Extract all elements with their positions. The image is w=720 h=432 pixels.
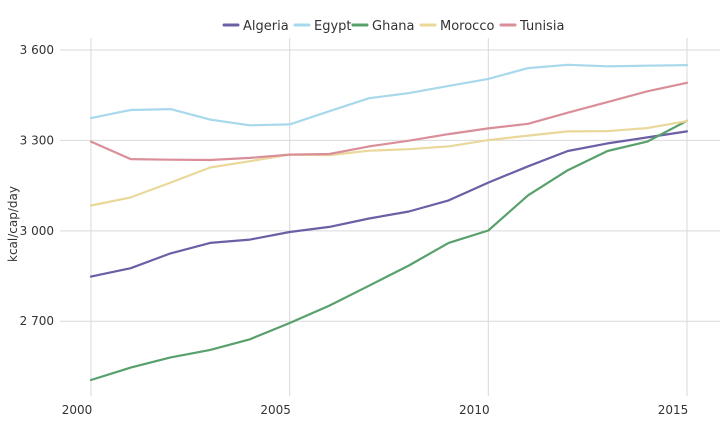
y-tick-label: 3 000: [20, 224, 54, 238]
series-line-algeria: [89, 130, 689, 278]
series-line-ghana: [89, 119, 689, 382]
x-tick-label: 2010: [459, 403, 490, 417]
y-tick-label: 3 600: [20, 43, 54, 57]
legend-label-egypt: Egypt: [314, 19, 352, 34]
x-tick-label: 2005: [260, 403, 291, 417]
series-lines: [89, 63, 689, 382]
series-line-egypt: [89, 63, 689, 127]
legend-label-ghana: Ghana: [372, 19, 415, 34]
legend: Algeria Egypt Ghana Morocco Tunisia: [222, 19, 564, 34]
x-tick-label: 2000: [62, 403, 93, 417]
legend-label-morocco: Morocco: [440, 19, 494, 34]
y-axis-label: kcal/cap/day: [6, 186, 20, 262]
legend-label-tunisia: Tunisia: [519, 19, 564, 34]
gridlines: [60, 38, 720, 396]
y-axis-ticks: 2 700 3 000 3 300 3 600: [20, 43, 54, 328]
x-tick-label: 2015: [658, 403, 689, 417]
x-axis-ticks: 2000 2005 2010 2015: [62, 403, 689, 417]
legend-label-algeria: Algeria: [243, 19, 289, 34]
y-tick-label: 3 300: [20, 133, 54, 147]
series-line-morocco: [89, 119, 689, 207]
y-tick-label: 2 700: [20, 314, 54, 328]
series-line-tunisia: [89, 81, 689, 162]
